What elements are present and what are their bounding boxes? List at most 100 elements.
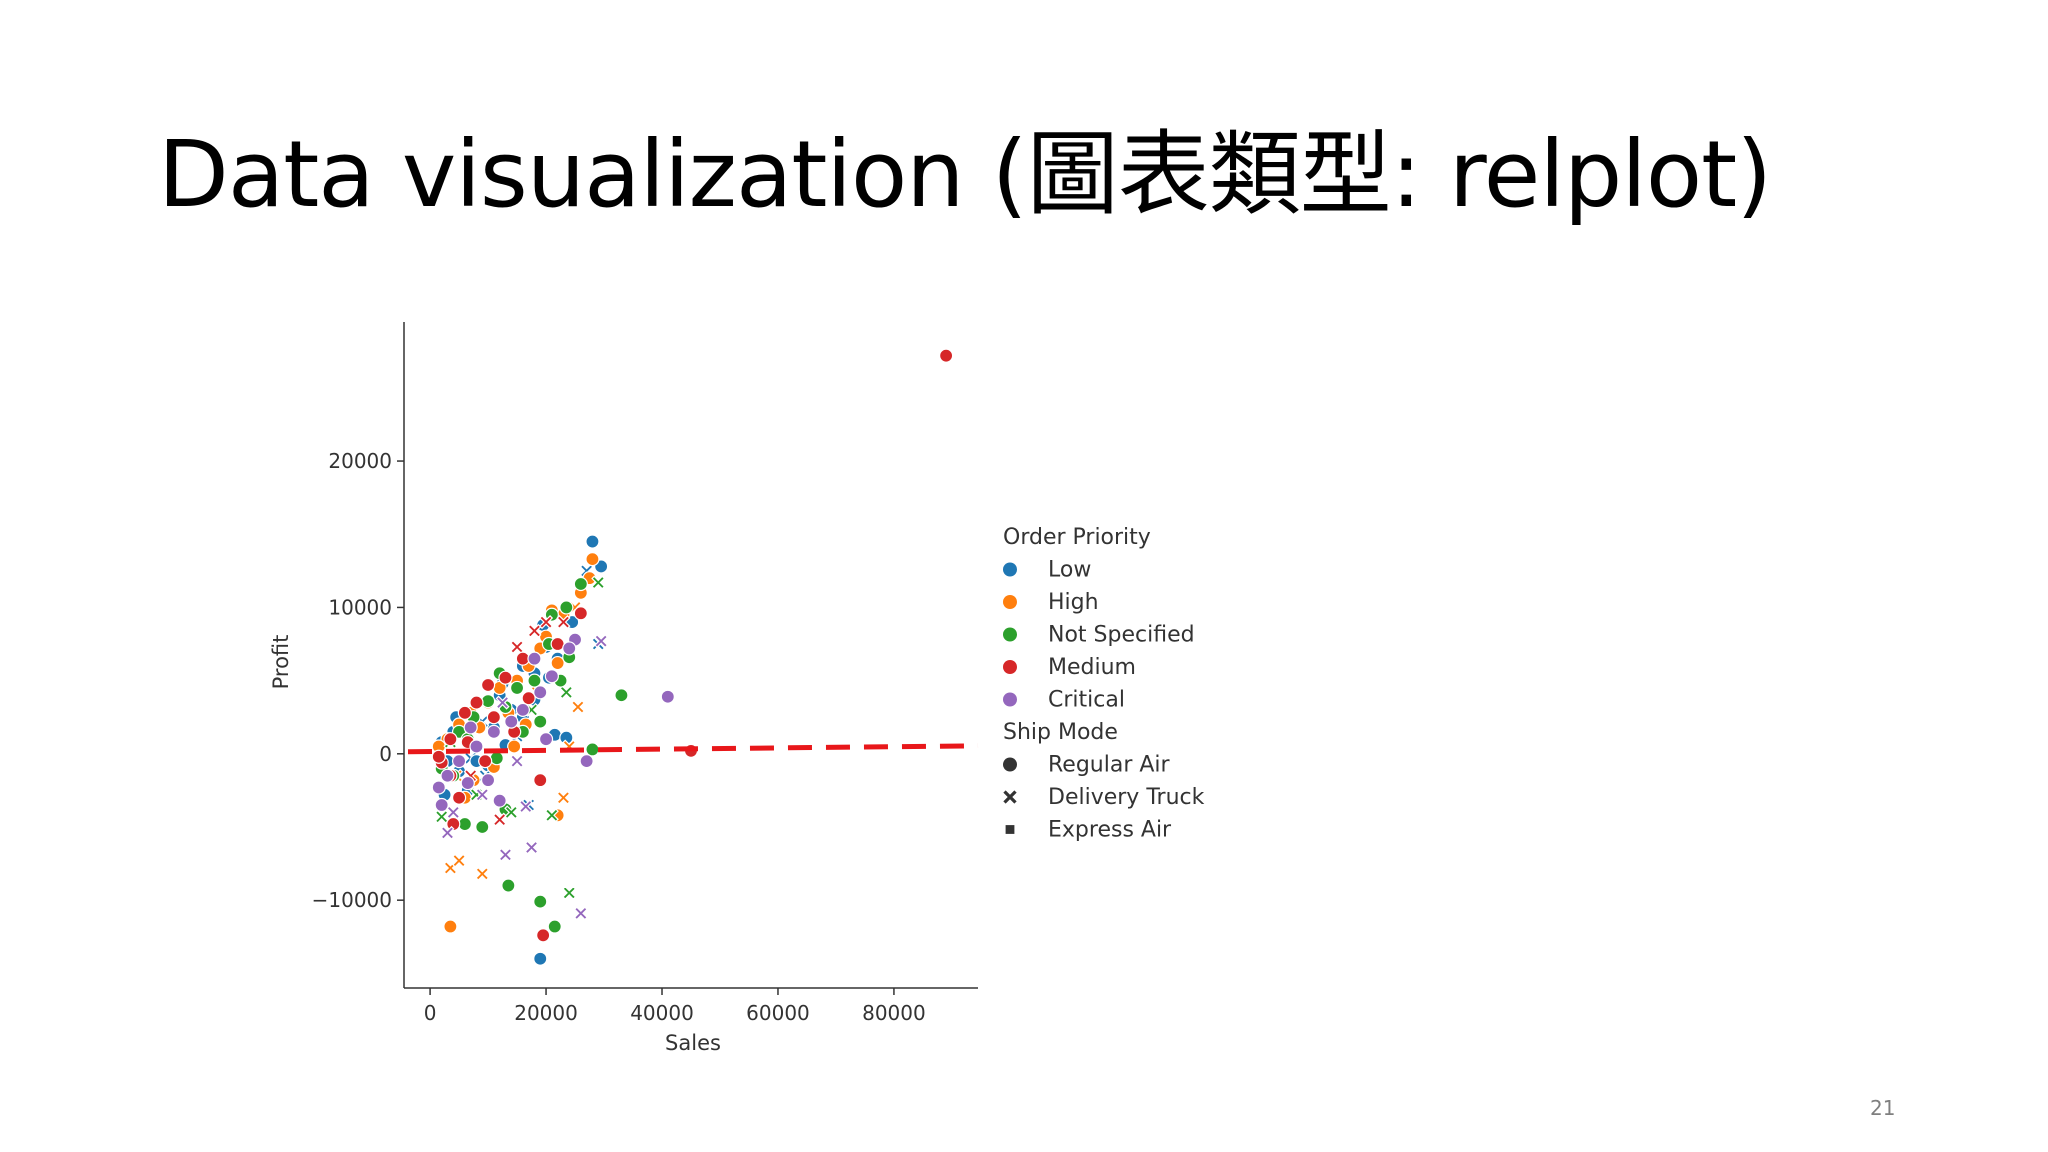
legend-style-entries: Regular Air Delivery Truck Express Air [1003, 753, 1205, 843]
data-point [527, 623, 542, 638]
data-point [475, 819, 490, 835]
data-point [440, 768, 455, 783]
data-point [480, 773, 496, 788]
x-tick-label: 60000 [746, 1001, 810, 1025]
legend-marker [1003, 627, 1017, 642]
legend-label: Critical [1048, 688, 1125, 713]
data-point [544, 669, 559, 684]
x-axis-title: Sales [665, 1031, 721, 1055]
data-point [480, 694, 496, 709]
legend: Order Priority Low High Not Specified Mediu… [1003, 525, 1205, 843]
data-point [939, 348, 954, 363]
data-point [489, 751, 504, 766]
legend-marker [1003, 757, 1017, 772]
data-point [573, 576, 588, 592]
legend-marker [1003, 595, 1017, 609]
data-point [463, 720, 478, 735]
data-point [660, 689, 675, 704]
data-point [550, 655, 565, 671]
zero-reference-line [407, 743, 979, 755]
data-point [480, 677, 496, 693]
data-point [518, 799, 533, 814]
data-point [443, 919, 458, 934]
legend-style-title: Ship Mode [1003, 720, 1118, 745]
data-point [509, 680, 525, 696]
data-point [475, 866, 490, 881]
data-point [533, 894, 548, 909]
data-point [486, 710, 501, 725]
legend-label: Express Air [1048, 818, 1172, 843]
legend-label: High [1048, 590, 1099, 615]
data-point [527, 673, 542, 688]
data-point [446, 805, 461, 820]
x-tick-label: 20000 [514, 1001, 578, 1025]
slide-number: 21 [1870, 1096, 1896, 1120]
legend-marker [1005, 825, 1015, 834]
data-point [573, 606, 588, 621]
data-point [544, 808, 559, 823]
data-point [492, 812, 507, 827]
data-point [515, 702, 530, 717]
data-point [460, 775, 475, 791]
legend-marker [1003, 790, 1017, 804]
x-ticks: 0 20000 40000 60000 80000 [424, 988, 926, 1025]
data-point [570, 699, 585, 714]
data-point [507, 739, 522, 754]
y-ticks: −10000 0 10000 20000 [312, 449, 404, 912]
data-point [524, 840, 539, 855]
data-point [469, 739, 484, 754]
data-point [510, 639, 525, 654]
data-point [451, 754, 467, 769]
data-point [501, 878, 516, 893]
data-point [527, 651, 542, 666]
data-point [498, 847, 513, 862]
y-tick-label: 10000 [328, 595, 392, 619]
y-axis-title: Profit [269, 635, 293, 690]
data-point [585, 742, 600, 757]
data-point [495, 695, 510, 710]
data-point [556, 790, 571, 805]
legend-marker [1003, 562, 1017, 577]
data-point [443, 732, 458, 747]
y-tick-label: −10000 [312, 888, 392, 912]
data-point [440, 825, 455, 840]
data-point [533, 773, 548, 788]
data-point [457, 705, 472, 720]
legend-hue-title: Order Priority [1003, 525, 1151, 550]
data-point [533, 951, 548, 966]
legend-hue-entries: Low High Not Specified Medium Critical [1003, 558, 1195, 713]
data-point [585, 534, 600, 549]
data-point [469, 695, 484, 710]
data-point [510, 754, 525, 769]
legend-label: Not Specified [1048, 623, 1195, 648]
data-point [431, 749, 446, 764]
data-point [585, 552, 600, 567]
legend-label: Medium [1048, 655, 1136, 680]
legend-marker [1003, 692, 1017, 707]
data-point [559, 685, 574, 700]
slide-title: Data visualization (圖表類型: relplot) [158, 121, 1772, 228]
scatter-marks [431, 348, 954, 966]
data-point [451, 790, 467, 805]
x-tick-label: 80000 [862, 1001, 926, 1025]
legend-label: Delivery Truck [1048, 785, 1205, 810]
data-point [547, 919, 562, 934]
data-point [478, 754, 493, 769]
data-point [562, 885, 577, 900]
data-point [559, 600, 574, 615]
data-point [614, 688, 629, 703]
data-point [504, 714, 519, 729]
data-point [486, 724, 501, 739]
data-point [533, 685, 548, 700]
data-point [573, 906, 588, 921]
x-tick-label: 40000 [630, 1001, 694, 1025]
data-point [556, 615, 571, 630]
y-tick-label: 0 [379, 742, 392, 766]
legend-marker [1003, 660, 1017, 674]
data-point [434, 797, 449, 813]
data-point [492, 793, 507, 808]
data-point [434, 809, 449, 824]
data-point [591, 575, 606, 590]
data-point [521, 691, 536, 706]
